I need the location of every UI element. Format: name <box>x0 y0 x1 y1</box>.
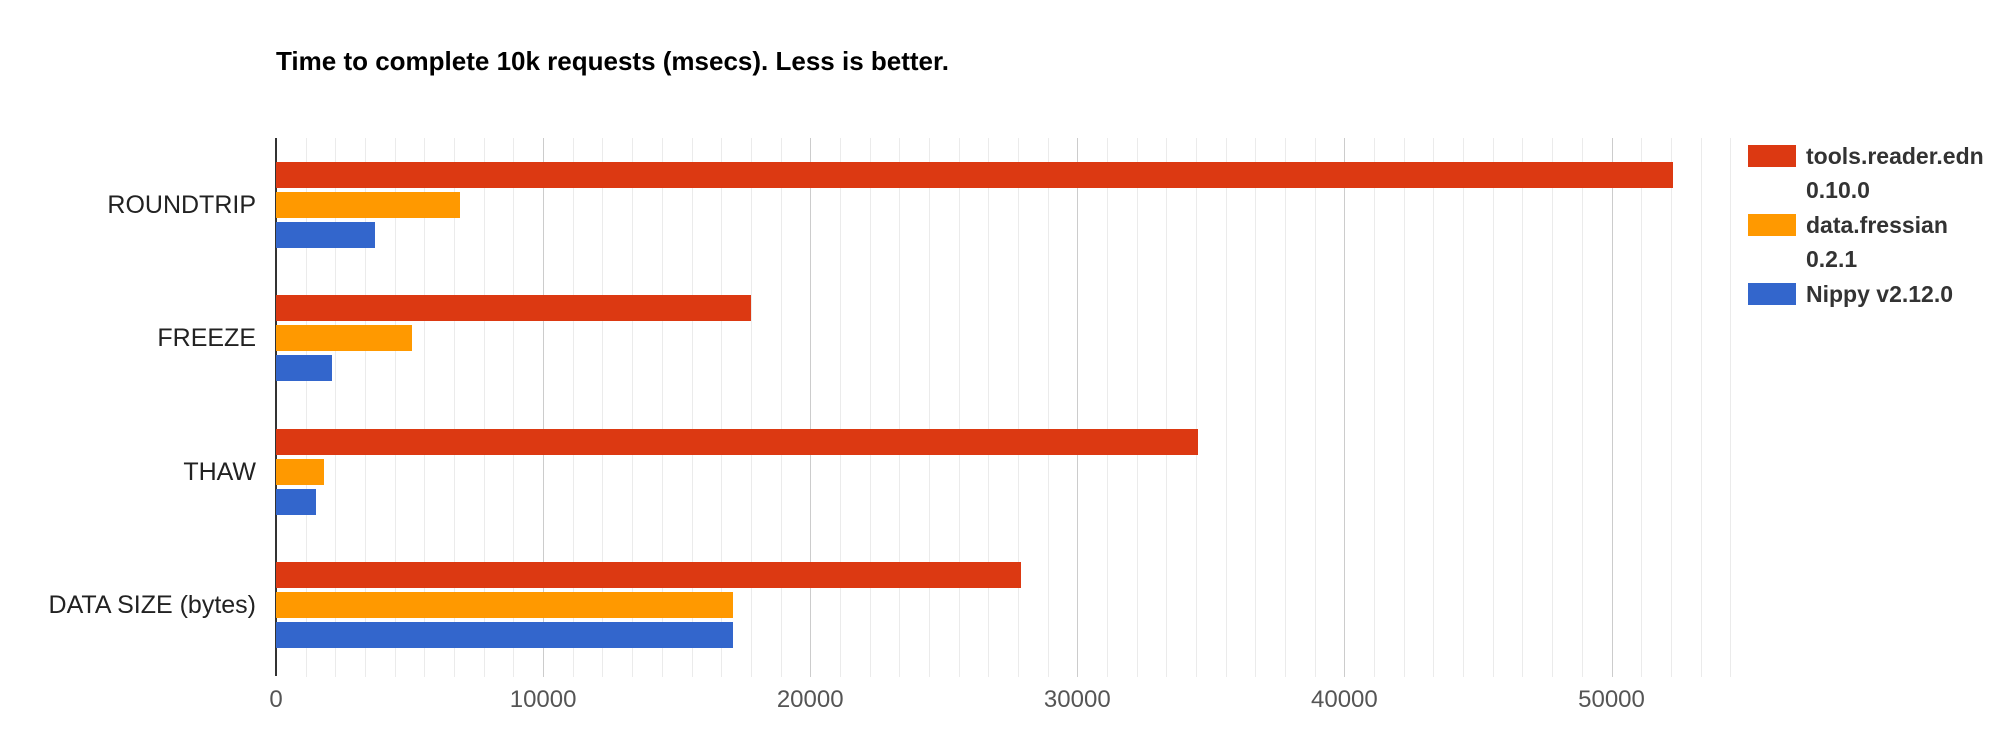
category-label: THAW <box>183 457 256 486</box>
bar[interactable] <box>276 488 317 515</box>
minor-gridline <box>1403 138 1405 677</box>
minor-gridline <box>1255 138 1257 677</box>
minor-gridline <box>691 138 693 677</box>
legend-swatch <box>1748 214 1796 236</box>
x-tick-label: 40000 <box>1311 686 1378 713</box>
major-gridline <box>543 138 545 677</box>
minor-gridline <box>424 138 426 677</box>
minor-gridline <box>1433 138 1435 677</box>
minor-gridline <box>869 138 871 677</box>
minor-gridline <box>1641 138 1643 677</box>
minor-gridline <box>305 138 307 677</box>
minor-gridline <box>661 138 663 677</box>
legend-swatch <box>1748 283 1796 305</box>
bar[interactable] <box>276 428 1198 455</box>
minor-gridline <box>721 138 723 677</box>
minor-gridline <box>1700 138 1702 677</box>
minor-gridline <box>1106 138 1108 677</box>
minor-gridline <box>1225 138 1227 677</box>
plot-area <box>275 138 1745 677</box>
legend-item: tools.reader.edn 0.10.0 <box>1748 139 2004 207</box>
legend-label: tools.reader.edn 0.10.0 <box>1806 143 1984 203</box>
minor-gridline <box>1136 138 1138 677</box>
minor-gridline <box>602 138 604 677</box>
major-gridline <box>1611 138 1613 677</box>
minor-gridline <box>1017 138 1019 677</box>
minor-gridline <box>394 138 396 677</box>
minor-gridline <box>454 138 456 677</box>
legend: tools.reader.edn 0.10.0 data.fressian 0.2.1… <box>1748 139 2004 312</box>
minor-gridline <box>928 138 930 677</box>
legend-label: data.fressian 0.2.1 <box>1806 212 1948 272</box>
minor-gridline <box>988 138 990 677</box>
minor-gridline <box>1196 138 1197 677</box>
minor-gridline <box>780 138 782 677</box>
bar[interactable] <box>276 161 1673 188</box>
minor-gridline <box>958 138 960 677</box>
legend-swatch <box>1748 145 1796 167</box>
minor-gridline <box>1047 138 1049 677</box>
minor-gridline <box>839 138 841 677</box>
minor-gridline <box>1522 138 1524 677</box>
minor-gridline <box>1492 138 1494 677</box>
minor-gridline <box>1285 138 1286 677</box>
minor-gridline <box>1314 138 1316 677</box>
x-tick-label: 20000 <box>776 686 844 713</box>
minor-gridline <box>1552 138 1554 677</box>
x-tick-label: 0 <box>269 686 283 713</box>
bar[interactable] <box>276 592 733 619</box>
bar[interactable] <box>276 562 1022 589</box>
minor-gridline <box>365 138 366 677</box>
category-label: DATA SIZE (bytes) <box>48 591 256 620</box>
category-axis: ROUNDTRIP FREEZE THAW DATA SIZE (bytes) <box>0 138 256 672</box>
minor-gridline <box>1730 138 1732 677</box>
minor-gridline <box>750 138 752 677</box>
minor-gridline <box>1166 138 1168 677</box>
chart-title: Time to complete 10k requests (msecs). L… <box>276 46 949 76</box>
minor-gridline <box>632 138 634 677</box>
minor-gridline <box>335 138 337 677</box>
y-axis-line <box>275 138 277 676</box>
bar[interactable] <box>276 355 333 382</box>
minor-gridline <box>1463 138 1465 677</box>
category-label: FREEZE <box>157 324 256 353</box>
bar[interactable] <box>276 325 413 352</box>
bar[interactable] <box>276 221 375 248</box>
bar[interactable] <box>276 191 461 218</box>
x-tick-label: 50000 <box>1578 686 1645 713</box>
minor-gridline <box>572 138 574 677</box>
major-gridline <box>1077 138 1079 677</box>
major-gridline <box>1344 138 1346 677</box>
x-tick-label: 10000 <box>509 686 577 713</box>
minor-gridline <box>899 138 901 677</box>
bar[interactable] <box>276 458 325 485</box>
x-tick-label: 30000 <box>1043 686 1111 713</box>
legend-item: data.fressian 0.2.1 <box>1748 208 2004 276</box>
minor-gridline <box>483 138 485 677</box>
minor-gridline <box>513 138 515 677</box>
major-gridline <box>810 138 812 677</box>
minor-gridline <box>1374 138 1375 677</box>
legend-item: Nippy v2.12.0 <box>1748 277 2004 311</box>
minor-gridline <box>1581 138 1583 677</box>
bar[interactable] <box>276 295 752 322</box>
bar[interactable] <box>276 622 733 649</box>
legend-label: Nippy v2.12.0 <box>1806 281 1954 307</box>
category-label: ROUNDTRIP <box>107 190 256 219</box>
minor-gridline <box>1670 138 1672 677</box>
